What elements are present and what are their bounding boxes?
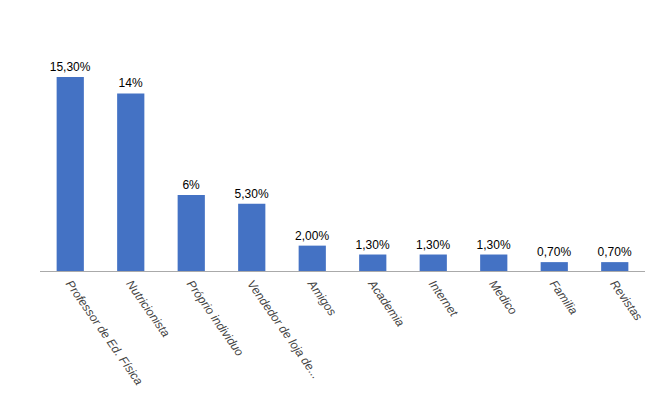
svg-text:2,00%: 2,00% — [295, 229, 329, 243]
svg-text:6%: 6% — [182, 178, 200, 192]
svg-text:0,70%: 0,70% — [537, 245, 571, 259]
svg-text:1,30%: 1,30% — [416, 238, 450, 252]
svg-text:Nutricionista: Nutricionista — [123, 278, 173, 340]
svg-text:Vendedor de loja de...: Vendedor de loja de... — [244, 278, 323, 382]
svg-text:1,30%: 1,30% — [477, 238, 511, 252]
svg-text:Medico: Medico — [486, 278, 520, 318]
svg-text:14%: 14% — [119, 76, 143, 90]
svg-text:Próprio individuo: Próprio individuo — [184, 278, 247, 360]
svg-text:0,70%: 0,70% — [598, 245, 632, 259]
svg-text:5,30%: 5,30% — [235, 187, 269, 201]
svg-text:Academia: Academia — [365, 277, 408, 330]
svg-text:Internet: Internet — [426, 278, 461, 320]
svg-text:1,30%: 1,30% — [356, 238, 390, 252]
svg-text:Amigos: Amigos — [304, 277, 339, 319]
svg-text:15,30%: 15,30% — [50, 60, 91, 74]
svg-text:Familia: Familia — [547, 278, 581, 318]
svg-text:Professor de Ed. Física: Professor de Ed. Física — [63, 278, 146, 388]
svg-text:Revistas: Revistas — [607, 278, 645, 324]
